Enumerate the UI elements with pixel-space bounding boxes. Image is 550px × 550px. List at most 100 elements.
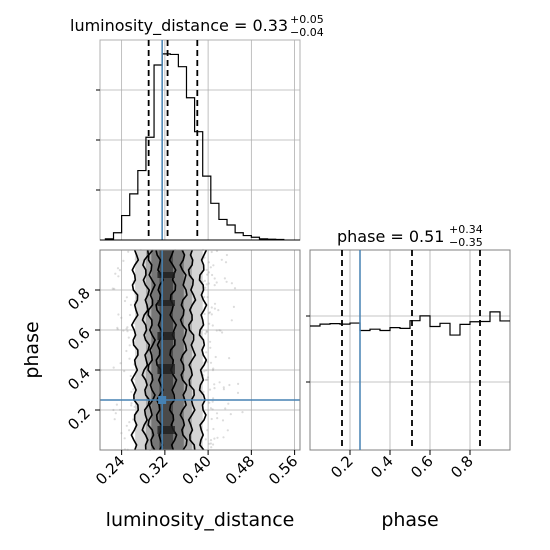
joint-ytick-label-0: 0.2 [64, 404, 94, 434]
joint-sample-point [119, 362, 122, 365]
joint-sample-point [127, 250, 130, 253]
joint-sample-point [213, 307, 216, 310]
joint-sample-point [224, 261, 228, 264]
joint-sample-point [203, 370, 206, 373]
y-axis-label-phase: phase [21, 321, 43, 378]
phase-histogram-panel: 0.2 0.4 0.6 0.8 [306, 249, 511, 482]
joint-sample-point [125, 327, 128, 330]
joint-sample-point [123, 437, 126, 440]
joint-sample-point [128, 421, 131, 424]
joint-sample-point [225, 280, 228, 283]
joint-sample-point [127, 336, 130, 339]
joint-sample-point [203, 312, 206, 316]
luminosity-distance-title: luminosity_distance = 0.33 [70, 16, 288, 36]
joint-sample-point [120, 432, 123, 435]
joint-sample-point [114, 412, 117, 415]
joint-sample-point [211, 273, 214, 277]
joint-density-core-cell-3 [157, 426, 175, 434]
joint-sample-point [208, 401, 211, 404]
joint-panel-frame [99, 249, 301, 451]
joint-sample-point [216, 436, 219, 439]
joint-sample-point [210, 417, 213, 421]
joint-sample-point [224, 407, 227, 410]
joint-sample-point [116, 328, 119, 331]
joint-density-core-cell-4 [157, 300, 175, 306]
joint-sample-point [128, 313, 132, 317]
joint-sample-point [203, 256, 206, 259]
joint-sample-point [128, 344, 131, 347]
phase-title: phase = 0.51 [337, 227, 444, 246]
joint-sample-point [209, 266, 212, 269]
joint-sample-point [211, 408, 214, 411]
joint-sample-point [233, 287, 237, 290]
joint-sample-point [129, 374, 132, 378]
joint-sample-point [131, 418, 135, 421]
joint-sample-point [125, 424, 128, 427]
joint-truth-marker [158, 396, 167, 404]
joint-sample-point [210, 250, 213, 254]
joint-ytick-label-2: 0.6 [64, 324, 94, 354]
joint-sample-point [114, 272, 117, 275]
joint-sample-point [122, 329, 125, 332]
joint-sample-point [123, 370, 126, 373]
joint-contour-line-3-0 [130, 249, 140, 451]
joint-sample-point [205, 330, 208, 334]
joint-sample-point [202, 390, 205, 393]
joint-sample-point [112, 366, 115, 369]
joint-sample-point [203, 279, 206, 282]
joint-sample-point [210, 306, 213, 309]
joint-sample-point [221, 331, 224, 334]
right-panel-frame [309, 249, 511, 451]
joint-contour-line-3-1 [198, 249, 208, 451]
joint-sample-point [119, 408, 122, 411]
joint-sample-point [209, 340, 212, 343]
x-axis-label-phase: phase [381, 509, 438, 531]
joint-sample-point [220, 258, 223, 261]
joint-sample-point [117, 313, 120, 316]
joint-sample-point [203, 295, 206, 299]
joint-sample-point [213, 383, 216, 386]
joint-sample-point [237, 382, 240, 385]
joint-xtick-label-1: 0.32 [135, 452, 171, 488]
joint-sample-point [204, 378, 207, 382]
joint-sample-point [215, 281, 218, 284]
joint-sample-point [213, 284, 216, 287]
joint-sample-point [111, 287, 114, 290]
joint-contour-line-1-1 [179, 249, 188, 451]
joint-sample-point [232, 305, 235, 308]
joint-xtick-label-2: 0.40 [179, 452, 215, 488]
joint-sample-point [206, 296, 209, 299]
joint-xtick-label-4: 0.56 [265, 452, 301, 488]
joint-density-core-cell-1 [157, 364, 175, 374]
joint-sample-point [214, 355, 217, 359]
joint-sample-point [228, 357, 231, 360]
joint-sample-point [126, 330, 129, 333]
joint-sample-point [212, 427, 215, 431]
joint-sample-point [207, 271, 210, 274]
joint-sample-point [207, 282, 210, 285]
joint-sample-point [222, 386, 225, 389]
luminosity-distance-histogram-step [104, 53, 285, 241]
joint-sample-point [205, 283, 208, 286]
joint-sample-point [204, 286, 207, 289]
joint-sample-point [113, 287, 116, 290]
joint-sample-point [128, 357, 131, 360]
joint-sample-point [215, 329, 218, 332]
joint-sample-point [226, 429, 229, 432]
joint-sample-point [209, 442, 212, 445]
joint-sample-point [122, 259, 125, 262]
joint-sample-point [126, 326, 129, 329]
luminosity-distance-title-minus: −0.04 [290, 26, 324, 39]
joint-sample-point [117, 275, 120, 278]
phase-xtick-label-1: 0.4 [367, 452, 397, 482]
joint-sample-point [204, 438, 207, 441]
joint-sample-point [130, 402, 133, 405]
joint-sample-point [125, 349, 128, 353]
joint-sample-point [113, 418, 116, 421]
joint-sample-point [205, 330, 208, 333]
joint-contour-line-0-1 [168, 249, 178, 451]
joint-sample-point [209, 407, 212, 410]
joint-sample-point [230, 282, 233, 285]
phase-xtick-label-2: 0.6 [407, 452, 437, 482]
